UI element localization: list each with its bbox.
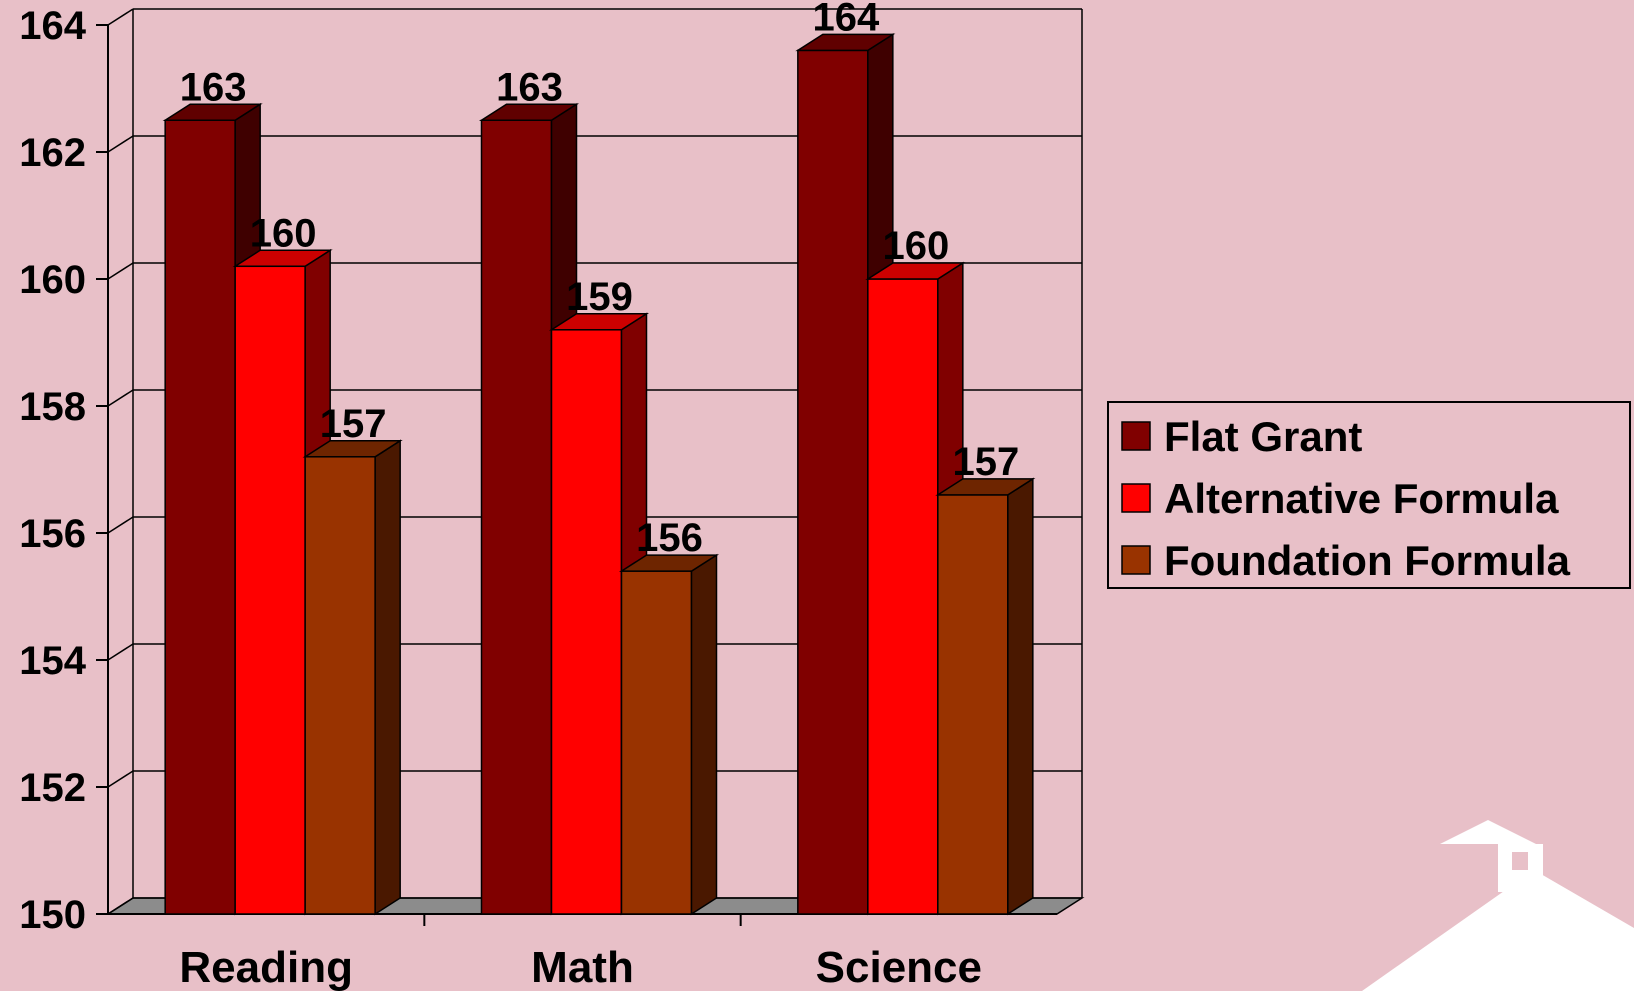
schoolhouse-icon	[1362, 820, 1634, 991]
y-tick-label: 164	[19, 4, 86, 48]
bar-top	[795, 33, 896, 52]
bar-front	[304, 456, 376, 915]
bar-front	[550, 329, 623, 915]
y-tick-label: 154	[19, 639, 86, 683]
data-label: 163	[496, 65, 563, 109]
bar	[935, 477, 1036, 916]
gridline-side	[107, 643, 134, 661]
gridline-side	[107, 897, 134, 915]
x-category-label: Science	[816, 943, 982, 991]
y-axis-ticks: 150 152 154 156 158 160 162 164	[19, 4, 108, 937]
data-label: 157	[952, 440, 1019, 484]
bar-front	[164, 119, 236, 915]
data-label: 159	[566, 275, 633, 319]
legend-swatch	[1121, 421, 1151, 451]
y-tick-label: 158	[19, 385, 86, 429]
data-label: 163	[180, 65, 247, 109]
bar-top	[478, 103, 580, 121]
x-category-label: Math	[531, 943, 634, 991]
legend-item: Flat Grant	[1121, 413, 1362, 460]
bar-front	[620, 570, 693, 915]
data-label: 156	[636, 516, 703, 560]
bar-front	[797, 49, 869, 915]
bar	[302, 439, 403, 916]
y-tick-label: 150	[19, 893, 86, 937]
bar-front	[937, 494, 1009, 915]
bar-top	[935, 478, 1036, 496]
gridline-side	[107, 516, 134, 534]
bar-side	[374, 439, 401, 916]
bar-top	[865, 262, 966, 280]
data-label: 160	[250, 211, 317, 255]
y-tick-label: 156	[19, 512, 86, 556]
legend: Flat Grant Alternative Formula Foundation …	[1107, 401, 1631, 589]
legend-swatch	[1121, 483, 1151, 513]
bar-top	[548, 313, 650, 331]
bar	[618, 553, 720, 916]
bar-top	[232, 249, 333, 268]
bar-front	[480, 119, 553, 915]
y-tick-label: 152	[19, 766, 86, 810]
bar-top	[618, 554, 720, 572]
data-labels: 163 160 157 163 159 156 164 160 157	[180, 0, 1019, 560]
legend-label: Flat Grant	[1164, 413, 1362, 460]
bar-front	[867, 278, 939, 915]
bar-top	[162, 103, 263, 121]
y-tick-label: 160	[19, 258, 86, 302]
gridline-side	[107, 135, 134, 153]
gridline-side	[107, 389, 134, 407]
gridline-side	[107, 262, 134, 280]
legend-swatch	[1121, 545, 1151, 575]
y-tick-label: 162	[19, 131, 86, 175]
bar-side	[690, 553, 718, 916]
gridline-side	[107, 770, 134, 788]
bars	[162, 33, 1036, 916]
data-label: 160	[882, 224, 949, 268]
data-label: 164	[812, 0, 879, 39]
gridline-side	[107, 8, 134, 26]
data-label: 157	[320, 402, 387, 446]
legend-item: Foundation Formula	[1121, 537, 1571, 584]
x-axis-categories: Reading Math Science	[179, 914, 982, 991]
x-category-label: Reading	[179, 943, 353, 991]
legend-label: Foundation Formula	[1164, 537, 1571, 584]
bar-side	[1007, 477, 1034, 916]
legend-box	[1107, 401, 1631, 589]
legend-item: Alternative Formula	[1121, 475, 1559, 522]
bar-front	[234, 265, 306, 915]
bar-top	[302, 440, 403, 458]
legend-label: Alternative Formula	[1164, 475, 1559, 522]
